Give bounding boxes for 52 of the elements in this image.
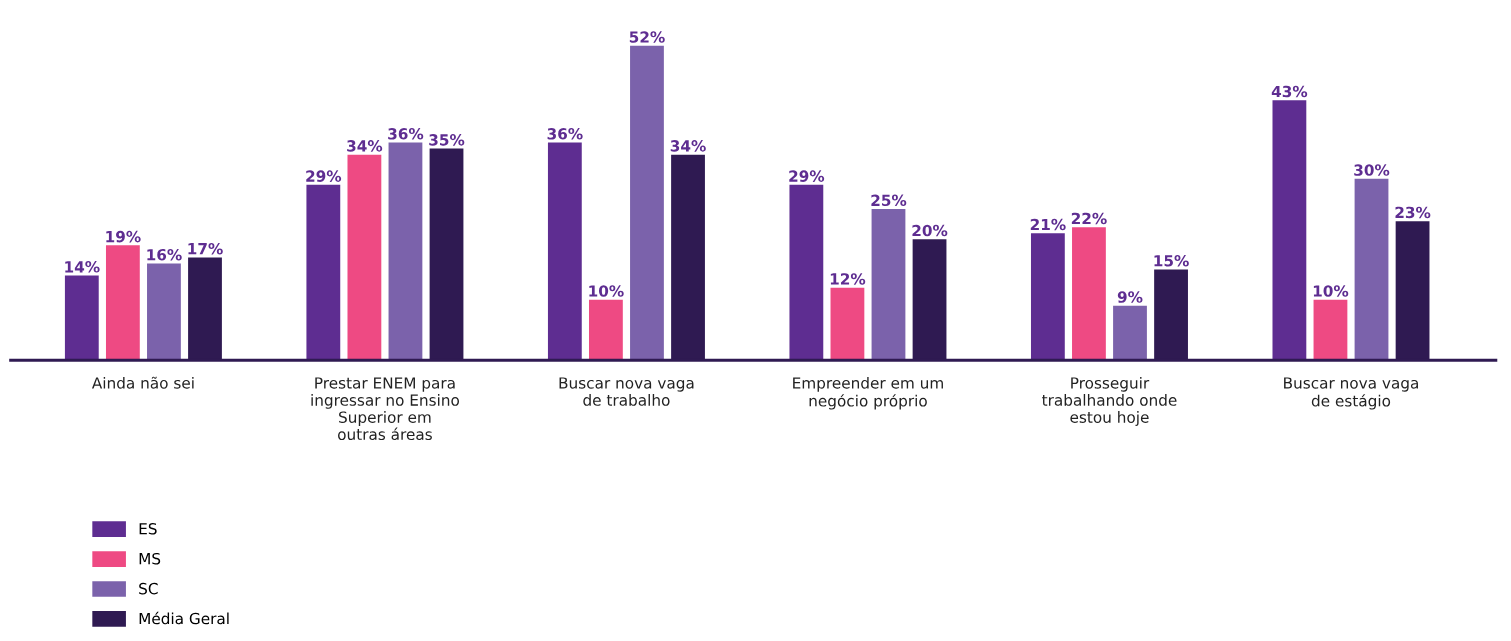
data-label: 19% <box>106 230 141 243</box>
data-label: 12% <box>830 273 866 285</box>
bar <box>1113 305 1147 361</box>
data-label: 30% <box>1354 164 1390 176</box>
data-label: 14% <box>65 261 100 273</box>
data-label: 17% <box>188 242 223 255</box>
x-tick-label: Ainda não sei <box>91 376 194 389</box>
data-label: 36% <box>547 128 583 140</box>
data-label: 29% <box>789 170 825 182</box>
data-label: 15% <box>1154 255 1189 267</box>
bar <box>147 263 181 361</box>
legend-label: MS <box>139 552 161 565</box>
bar <box>830 287 865 361</box>
data-label: 29% <box>306 170 342 182</box>
bar <box>306 184 341 361</box>
data-label: 16% <box>147 248 182 261</box>
x-tick-label: Buscar nova vaga de estágio <box>1284 377 1418 410</box>
data-label: 35% <box>429 134 465 146</box>
data-label: 23% <box>1395 206 1431 219</box>
data-label: 52% <box>629 31 665 43</box>
bar <box>105 245 140 361</box>
bar <box>1272 100 1307 361</box>
bar <box>1072 227 1106 361</box>
legend-label: Média Geral <box>139 611 229 625</box>
x-tick-label: Buscar nova vaga de trabalho <box>559 377 694 406</box>
data-label: 21% <box>1030 218 1066 231</box>
bar <box>589 299 623 361</box>
data-label: 10% <box>589 285 624 297</box>
bar <box>630 45 664 361</box>
data-label: 43% <box>1271 85 1308 98</box>
bar <box>1313 299 1348 361</box>
bar <box>347 154 382 361</box>
data-label: 25% <box>871 194 907 207</box>
data-label: 22% <box>1071 212 1107 225</box>
legend-label: SC <box>139 582 158 595</box>
data-label: 10% <box>1313 285 1349 297</box>
x-tick-label: Prestar ENEM para ingressar no Ensino Superior em outras áreas <box>311 377 460 441</box>
bar <box>388 142 423 361</box>
bar <box>64 275 99 361</box>
x-tick-label: Empreender em um negócio próprio <box>793 376 943 410</box>
bar <box>871 209 906 361</box>
data-label: 34% <box>347 140 383 152</box>
data-label: 9% <box>1117 291 1143 303</box>
data-label: 36% <box>388 128 424 140</box>
x-tick-label: Prosseguir trabalhando onde estou hoje <box>1042 376 1177 426</box>
data-label: 20% <box>912 224 948 237</box>
data-label: 34% <box>670 140 706 152</box>
legend-label: ES <box>139 522 157 535</box>
bar <box>789 184 824 361</box>
bar <box>547 142 582 361</box>
bar <box>1354 178 1389 361</box>
bar <box>1030 233 1065 361</box>
